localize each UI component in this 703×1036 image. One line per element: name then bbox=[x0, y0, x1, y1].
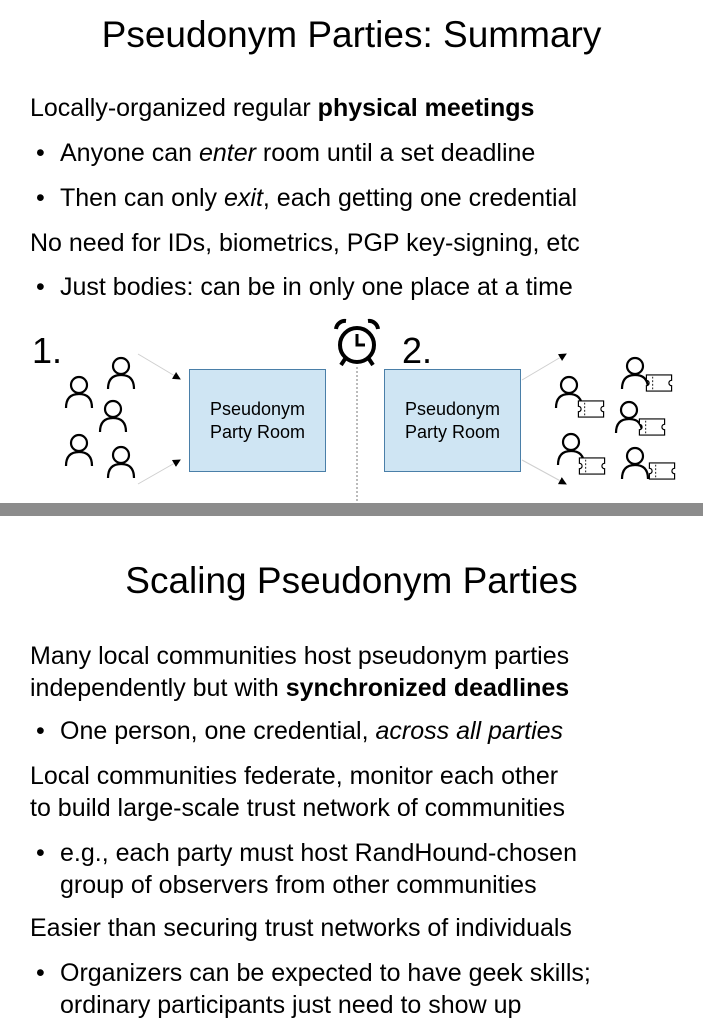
person-icon bbox=[64, 433, 94, 467]
slide2-line-easier: Easier than securing trust networks of i… bbox=[30, 914, 572, 942]
party-room-after: Pseudonym Party Room bbox=[384, 369, 521, 472]
arrow-out-top bbox=[521, 353, 567, 381]
person-icon bbox=[620, 446, 650, 480]
room-label-line1: Pseudonym bbox=[209, 398, 306, 419]
person-icon bbox=[64, 375, 94, 409]
arrow-in-top bbox=[137, 353, 181, 380]
person-icon bbox=[614, 400, 644, 434]
step-2-label: 2. bbox=[402, 330, 433, 371]
person-icon bbox=[106, 356, 136, 390]
slide-divider bbox=[0, 503, 703, 516]
slide2-line-synchronized: independently but with synchronized dead… bbox=[30, 674, 569, 703]
slide2-title: Scaling Pseudonym Parties bbox=[125, 560, 578, 601]
arrow-in-bottom bbox=[137, 459, 181, 485]
italic-segment: across all parties bbox=[375, 717, 564, 745]
slide2-line-federate: Local communities federate, monitor each… bbox=[30, 762, 559, 790]
text-segment: Then can only bbox=[60, 184, 224, 212]
slide2-bullet-randhound-l2: group of observers from other communitie… bbox=[60, 871, 537, 899]
text-segment: room until a set deadline bbox=[255, 139, 536, 167]
slide1-bullet-bodies: Just bodies: can be in only one place at… bbox=[60, 273, 573, 301]
bold-segment: synchronized deadlines bbox=[285, 674, 570, 702]
ticket-icon bbox=[648, 462, 676, 480]
person-icon bbox=[620, 356, 650, 390]
party-room-before: Pseudonym Party Room bbox=[189, 369, 326, 472]
bold-segment: physical meetings bbox=[317, 94, 535, 122]
slide1-title: Pseudonym Parties: Summary bbox=[101, 14, 602, 55]
bullet-marker: • bbox=[36, 139, 45, 167]
text-segment: Anyone can bbox=[60, 139, 199, 167]
bullet-marker: • bbox=[36, 959, 45, 987]
bullet-marker: • bbox=[36, 717, 45, 745]
text-segment: independently but with bbox=[30, 674, 286, 702]
room-label-line2: Party Room bbox=[404, 421, 501, 442]
slide-pseudonym-parties-summary: Pseudonym Parties: Summary Locally-organ… bbox=[0, 0, 703, 503]
slide2-line-trust-network: to build large-scale trust network of co… bbox=[30, 794, 565, 822]
slide2-bullet-one-credential: One person, one credential, across all p… bbox=[60, 717, 563, 746]
ticket-icon bbox=[638, 418, 666, 436]
slide2-bullet-randhound-l1: e.g., each party must host RandHound-cho… bbox=[60, 839, 577, 867]
text-segment: Locally-organized regular bbox=[30, 94, 318, 122]
ticket-icon bbox=[645, 374, 673, 392]
arrow-out-bottom bbox=[521, 459, 567, 485]
slide1-bullet-exit: Then can only exit, each getting one cre… bbox=[60, 184, 577, 213]
italic-segment: exit bbox=[224, 184, 263, 212]
pseudonym-party-diagram: 1. 2. Pseudonym Party Room Pseudonym Par… bbox=[0, 312, 703, 502]
bullet-marker: • bbox=[36, 839, 45, 867]
slide2-line-many-communities: Many local communities host pseudonym pa… bbox=[30, 642, 570, 670]
text-segment: One person, one credential, bbox=[60, 717, 376, 745]
person-icon bbox=[106, 445, 136, 479]
slide2-bullet-organizers-l1: Organizers can be expected to have geek … bbox=[60, 959, 591, 987]
room-label-line1: Pseudonym bbox=[404, 398, 501, 419]
italic-segment: enter bbox=[199, 139, 256, 167]
slide2-bullet-organizers-l2: ordinary participants just need to show … bbox=[60, 991, 522, 1019]
text-segment: , each getting one credential bbox=[262, 184, 578, 212]
person-icon bbox=[98, 399, 128, 433]
slide-scaling-pseudonym-parties: Scaling Pseudonym Parties Many local com… bbox=[0, 516, 703, 1036]
room-label-line2: Party Room bbox=[209, 421, 306, 442]
ticket-icon bbox=[578, 457, 606, 475]
slide1-bullet-enter: Anyone can enter room until a set deadli… bbox=[60, 139, 535, 168]
bullet-marker: • bbox=[36, 184, 45, 212]
diagram-graphics bbox=[64, 318, 676, 502]
bullet-marker: • bbox=[36, 273, 45, 301]
step-1-label: 1. bbox=[32, 330, 63, 371]
slide1-line-physical-meetings: Locally-organized regular physical meeti… bbox=[30, 94, 534, 123]
slide1-line-no-ids: No need for IDs, biometrics, PGP key-sig… bbox=[30, 229, 580, 257]
ticket-icon bbox=[577, 400, 605, 418]
alarm-clock-icon bbox=[334, 318, 380, 367]
